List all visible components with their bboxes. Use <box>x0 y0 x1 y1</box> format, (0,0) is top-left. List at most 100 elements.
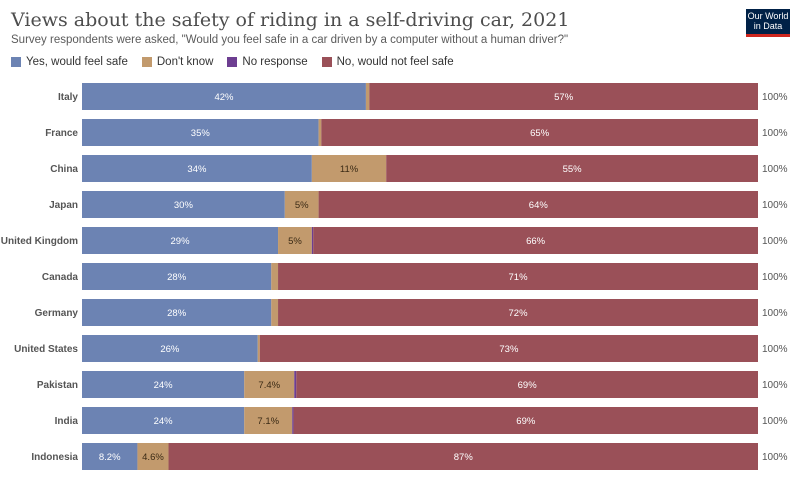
bar-segment-japan-no[interactable] <box>318 191 758 218</box>
data-label-germany-no: 72% <box>509 308 529 319</box>
total-label-india: 100% <box>762 416 788 427</box>
data-label-pakistan-yes: 24% <box>154 380 174 391</box>
bar-segment-italy-no[interactable] <box>369 83 758 110</box>
data-label-united-kingdom-no: 66% <box>526 236 546 247</box>
category-label-indonesia: Indonesia <box>31 452 78 463</box>
legend-label-yes: Yes, would feel safe <box>26 56 128 68</box>
data-label-india-yes: 24% <box>154 416 174 427</box>
legend-item-yes[interactable]: Yes, would feel safe <box>11 56 128 68</box>
data-label-indonesia-no: 87% <box>454 452 474 463</box>
bar-segment-united-kingdom-no-response[interactable] <box>311 227 314 254</box>
logo-line-1: Our World <box>747 11 789 21</box>
total-label-united-states: 100% <box>762 344 788 355</box>
data-label-pakistan-no: 69% <box>518 380 538 391</box>
data-label-india-no: 69% <box>516 416 536 427</box>
bar-segment-india-dont-know[interactable] <box>244 407 293 434</box>
bar-segment-italy-dont-know[interactable] <box>365 83 370 110</box>
data-label-india-dont-know: 7.1% <box>257 416 279 427</box>
data-label-china-no: 55% <box>563 164 583 175</box>
category-label-japan: Japan <box>49 200 78 211</box>
category-label-france: France <box>45 128 78 139</box>
bar-segment-canada-yes[interactable] <box>82 263 272 290</box>
bar-segment-china-dont-know[interactable] <box>311 155 387 182</box>
category-label-italy: Italy <box>58 92 78 103</box>
bar-segment-pakistan-no-response[interactable] <box>294 371 297 398</box>
bar-segment-india-yes[interactable] <box>82 407 245 434</box>
bar-segment-united-states-no[interactable] <box>259 335 758 362</box>
legend-swatch-yes <box>11 57 21 67</box>
total-label-canada: 100% <box>762 272 788 283</box>
chart-title: Views about the safety of riding in a se… <box>11 9 570 31</box>
bar-segment-united-kingdom-dont-know[interactable] <box>278 227 312 254</box>
bar-segment-india-no[interactable] <box>293 407 758 434</box>
bar-segment-france-yes[interactable] <box>82 119 319 146</box>
data-label-united-kingdom-yes: 29% <box>171 236 191 247</box>
category-label-pakistan: Pakistan <box>37 380 78 391</box>
legend-swatch-dont-know <box>141 57 152 67</box>
legend: Yes, would feel safe Don't know No respo… <box>11 56 468 68</box>
data-label-canada-yes: 28% <box>167 272 187 283</box>
legend-item-no-response[interactable]: No response <box>227 56 308 68</box>
bar-segment-france-dont-know[interactable] <box>318 119 322 146</box>
bar-segment-united-states-dont-know[interactable] <box>257 335 260 362</box>
bar-segment-united-kingdom-no[interactable] <box>313 227 758 254</box>
total-label-pakistan: 100% <box>762 380 788 391</box>
category-label-united-kingdom: United Kingdom <box>1 236 78 247</box>
bar-segment-indonesia-yes[interactable] <box>82 443 138 470</box>
data-label-france-no: 65% <box>530 128 550 139</box>
data-label-china-dont-know: 11% <box>340 164 359 175</box>
category-label-india: India <box>55 416 79 427</box>
bar-segment-united-kingdom-yes[interactable] <box>82 227 279 254</box>
data-label-japan-dont-know: 5% <box>295 200 309 211</box>
total-label-indonesia: 100% <box>762 452 788 463</box>
bar-segment-germany-no[interactable] <box>278 299 758 326</box>
category-label-china: China <box>50 164 78 175</box>
total-label-japan: 100% <box>762 200 788 211</box>
legend-swatch-no-response <box>227 57 238 67</box>
data-label-germany-yes: 28% <box>167 308 187 319</box>
data-label-united-states-yes: 26% <box>160 344 180 355</box>
bar-segment-pakistan-no[interactable] <box>296 371 758 398</box>
bar-segment-canada-no[interactable] <box>278 263 758 290</box>
total-label-italy: 100% <box>762 92 788 103</box>
owid-logo[interactable]: Our World in Data <box>746 9 790 37</box>
legend-label-dont-know: Don't know <box>156 56 214 68</box>
data-label-japan-yes: 30% <box>174 200 194 211</box>
data-label-france-yes: 35% <box>191 128 211 139</box>
data-label-indonesia-dont-know: 4.6% <box>142 452 164 463</box>
data-label-china-yes: 34% <box>187 164 207 175</box>
data-label-indonesia-yes: 8.2% <box>99 452 121 463</box>
data-label-united-kingdom-dont-know: 5% <box>288 236 302 247</box>
bar-segment-canada-dont-know[interactable] <box>271 263 279 290</box>
data-label-pakistan-dont-know: 7.4% <box>258 380 280 391</box>
total-label-china: 100% <box>762 164 788 175</box>
chart-subtitle: Survey respondents were asked, "Would yo… <box>11 34 569 46</box>
bar-segment-india-no-response[interactable] <box>292 407 294 434</box>
legend-swatch-no <box>321 57 332 67</box>
bar-segment-italy-yes[interactable] <box>82 83 366 110</box>
data-label-japan-no: 64% <box>529 200 549 211</box>
bar-segment-united-states-yes[interactable] <box>82 335 258 362</box>
bar-segment-france-no[interactable] <box>321 119 758 146</box>
bar-segment-china-no[interactable] <box>386 155 758 182</box>
bar-segment-germany-yes[interactable] <box>82 299 272 326</box>
logo-line-2: in Data <box>753 20 783 31</box>
legend-item-no[interactable]: No, would not feel safe <box>321 56 454 68</box>
bar-segment-indonesia-no[interactable] <box>168 443 758 470</box>
legend-item-dont-know[interactable]: Don't know <box>141 56 214 68</box>
total-label-united-kingdom: 100% <box>762 236 788 247</box>
data-label-canada-no: 71% <box>509 272 529 283</box>
logo-accent-bar <box>746 34 790 37</box>
total-label-france: 100% <box>762 128 788 139</box>
bar-segment-pakistan-yes[interactable] <box>82 371 245 398</box>
bar-segment-japan-dont-know[interactable] <box>284 191 319 218</box>
bar-segment-indonesia-dont-know[interactable] <box>137 443 169 470</box>
bar-segment-japan-yes[interactable] <box>82 191 285 218</box>
bar-segment-germany-dont-know[interactable] <box>271 299 279 326</box>
bar-segment-china-yes[interactable] <box>82 155 312 182</box>
total-label-germany: 100% <box>762 308 788 319</box>
data-label-italy-no: 57% <box>554 92 574 103</box>
bar-segment-pakistan-dont-know[interactable] <box>244 371 295 398</box>
legend-label-no-response: No response <box>242 56 308 68</box>
